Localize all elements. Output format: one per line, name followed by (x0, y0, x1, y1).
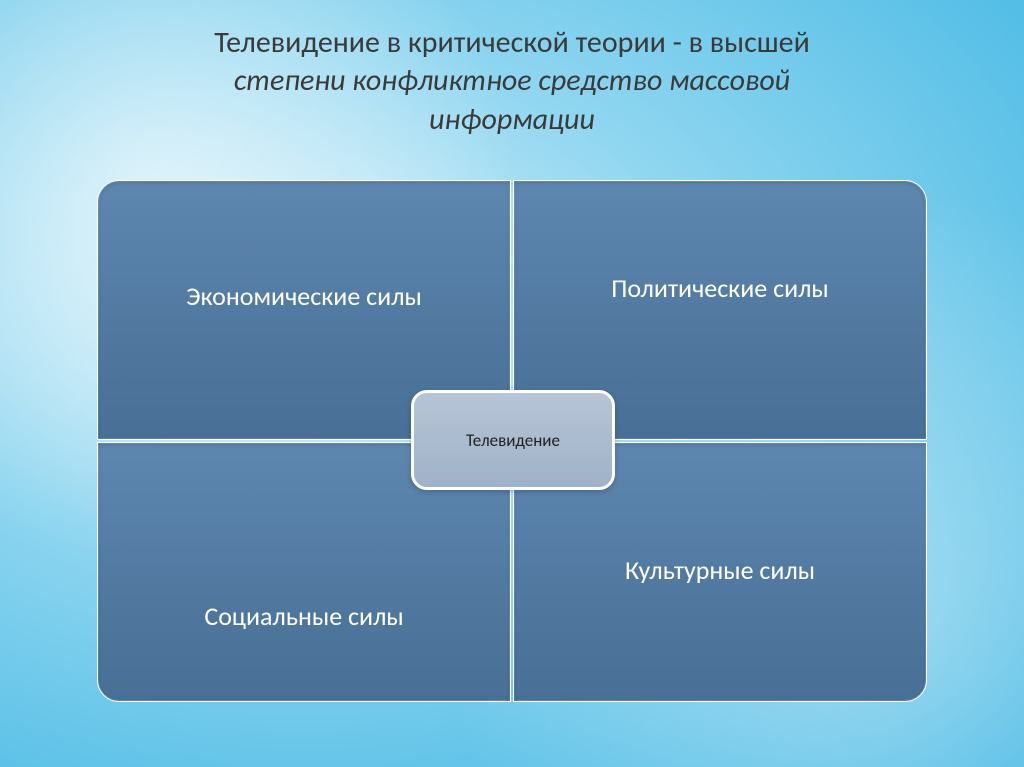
quad-diagram: Экономические силы Политические силы Соц… (97, 180, 927, 700)
title-line-1: Телевидение в критической теории - в выс… (40, 24, 984, 62)
center-label: Телевидение (466, 430, 560, 451)
slide: Телевидение в критической теории - в выс… (0, 0, 1024, 767)
center-node: Телевидение (411, 390, 615, 490)
title-line-2: степени конфликтное средство массовой (40, 62, 984, 100)
slide-title: Телевидение в критической теории - в выс… (0, 24, 1024, 139)
quad-label: Социальные силы (186, 600, 421, 632)
quad-label: Экономические силы (168, 280, 440, 312)
title-line-3: информации (40, 101, 984, 139)
quad-label: Культурные силы (607, 554, 833, 586)
quad-label: Политические силы (593, 272, 847, 304)
